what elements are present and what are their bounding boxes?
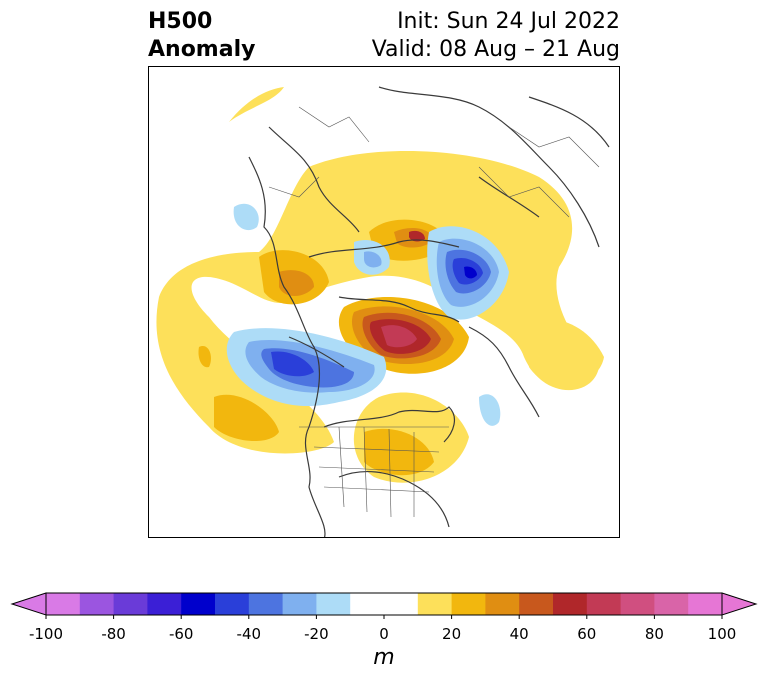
political-borders	[268, 106, 600, 518]
colorbar-bin	[620, 593, 655, 615]
colorbar-extend-low	[10, 592, 47, 616]
colorbar-tick-label: -20	[304, 625, 329, 643]
title-left: H500 Anomaly	[148, 8, 255, 64]
colorbar-bin	[417, 593, 453, 615]
valid-period: Valid: 08 Aug – 21 Aug	[371, 37, 620, 62]
colorbar-bin	[519, 593, 554, 615]
colorbar-tick-label: 40	[509, 625, 529, 643]
colorbar-bin	[79, 593, 115, 615]
coastlines	[248, 86, 610, 537]
title-right: Init: Sun 24 Jul 2022 Valid: 08 Aug – 21…	[372, 8, 620, 64]
colorbar-bin	[451, 593, 486, 615]
colorbar-tick-label: 100	[707, 625, 737, 643]
colorbar-bin	[316, 593, 351, 615]
map-svg	[156, 86, 610, 537]
colorbar-bins	[46, 593, 723, 615]
colorbar-tick-label: -100	[28, 625, 64, 643]
colorbar-bin	[248, 593, 284, 615]
colorbar-bin	[553, 593, 588, 615]
colorbar-tick-label: 60	[577, 625, 597, 643]
title-variable: H500	[148, 9, 213, 34]
colorbar-bin	[113, 593, 148, 615]
anomaly-map	[148, 66, 620, 538]
colorbar-tickmarks	[45, 615, 723, 619]
colorbar-bin	[654, 593, 689, 615]
colorbar-bin	[215, 593, 250, 615]
colorbar-bin	[181, 593, 216, 615]
colorbar-tick-label: -40	[236, 625, 262, 643]
colorbar-tick-label: 80	[644, 625, 664, 643]
colorbar-unit-label: m	[373, 645, 395, 670]
colorbar-bin	[46, 593, 81, 615]
colorbar-extend-high	[721, 592, 758, 616]
colorbar-bin	[485, 593, 520, 615]
colorbar-bin	[350, 593, 419, 615]
colorbar-bin	[282, 593, 317, 615]
colorbar-bin	[147, 593, 182, 615]
colorbar-tick-label: -60	[168, 625, 194, 643]
colorbar-tick-label: 0	[379, 625, 389, 643]
colorbar-bin	[688, 593, 723, 615]
title-field: Anomaly	[148, 37, 256, 62]
negative-anomaly-regions	[226, 203, 509, 426]
colorbar-tick-label: 20	[442, 625, 462, 643]
colorbar-bin	[586, 593, 622, 615]
colorbar	[10, 592, 758, 619]
init-date: Init: Sun 24 Jul 2022	[397, 9, 620, 34]
colorbar-tick-label: -80	[101, 625, 126, 643]
